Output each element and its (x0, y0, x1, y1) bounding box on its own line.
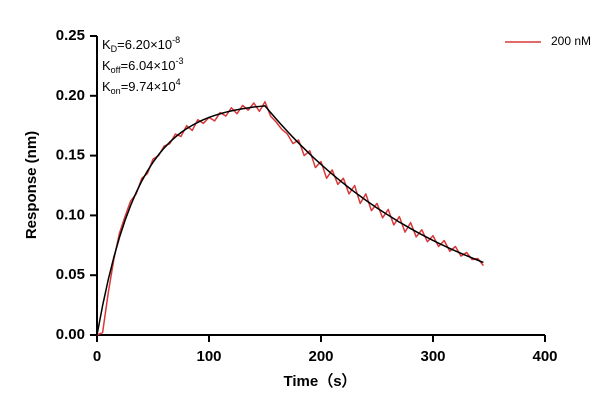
annotation: Kon=9.74×104 (102, 77, 181, 96)
x-tick-label: 0 (93, 348, 101, 365)
x-tick-label: 300 (420, 348, 445, 365)
annotation: Koff=6.04×10-3 (102, 56, 183, 75)
subscript: off (111, 65, 121, 75)
exponent: -8 (172, 35, 180, 45)
x-tick-label: 100 (196, 348, 221, 365)
y-tick-label: 0.25 (56, 27, 85, 44)
symbol: K (102, 79, 111, 94)
x-axis-title: Time（s） (283, 372, 356, 390)
y-tick-label: 0.15 (56, 147, 85, 164)
subscript: D (111, 44, 118, 54)
value-text: =9.74×10 (121, 79, 176, 94)
exponent: 4 (176, 77, 181, 87)
legend-label: 200 nM (551, 34, 591, 48)
exponent: -3 (175, 56, 183, 66)
value-text: =6.04×10 (121, 58, 176, 73)
annotation: KD=6.20×10-8 (102, 35, 180, 54)
x-tick-label: 400 (532, 348, 557, 365)
symbol: K (102, 37, 111, 52)
subscript: on (111, 86, 121, 96)
y-tick-label: 0.00 (56, 326, 85, 343)
x-tick-label: 200 (308, 348, 333, 365)
y-tick-label: 0.20 (56, 87, 85, 104)
y-axis-title: Response (nm) (23, 131, 40, 239)
y-tick-label: 0.05 (56, 266, 85, 283)
symbol: K (102, 58, 111, 73)
y-tick-label: 0.10 (56, 206, 85, 223)
value-text: =6.20×10 (117, 37, 172, 52)
data-line (96, 105, 484, 336)
